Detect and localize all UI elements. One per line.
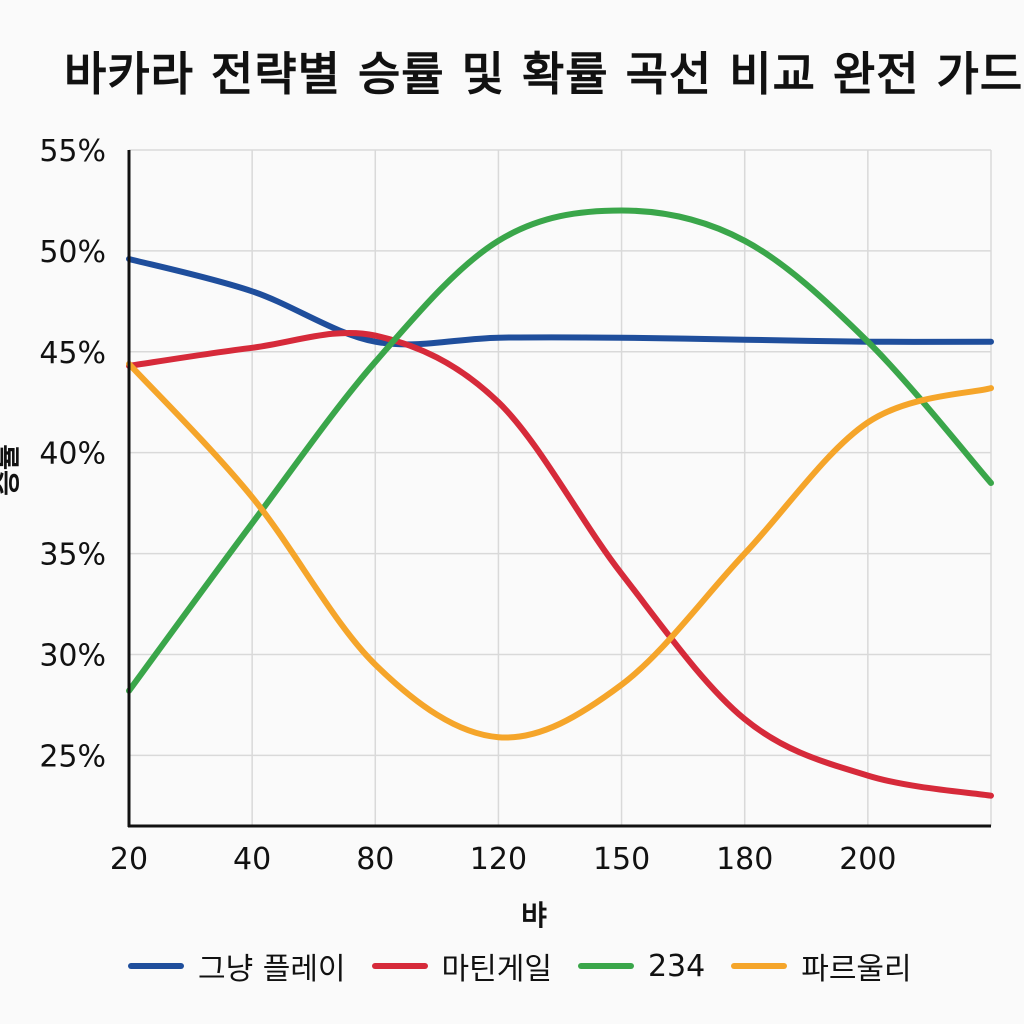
y-tick-label: 40% [39,437,106,472]
legend-label-paroli: 파르울리 [801,952,912,987]
x-tick-label: 80 [356,842,394,877]
legend-swatch-martingale [371,963,428,969]
grid [129,149,992,826]
legend-item-plain-play: 그냥 플레이 [128,944,346,988]
legend-swatch-234 [577,963,634,969]
legend-swatch-paroli [731,963,788,969]
legend-item-martingale: 마틴게일 [371,944,552,988]
y-tick-label: 45% [39,336,106,371]
x-tick-label: 120 [470,842,527,877]
x-tick-label: 200 [839,842,896,877]
series-line-martingale [126,329,994,799]
y-tick-label: 50% [39,235,106,270]
x-axis-label: 뱌 [521,899,547,932]
x-tick-label: 20 [110,842,148,877]
y-tick-label: 25% [39,739,106,774]
legend-item-234: 234 [577,948,706,984]
series-line-plain-play [126,256,994,348]
axes [127,150,991,828]
legend-item-paroli: 파르울리 [731,944,912,988]
x-tick-label: 180 [716,842,773,877]
legend-swatch-plain-play [128,963,184,969]
y-axis-label: 승률 [0,444,23,496]
legend: 그냥 플레이 마틴게일 234 파르울리 [128,944,938,988]
chart-title: 바카라 전략별 승률 및 확률 곡선 비교 완전 가드 [64,47,1024,101]
legend-label-234: 234 [647,948,706,984]
y-tick-label: 55% [39,134,106,169]
x-tick-label: 150 [593,842,650,877]
y-tick-label: 35% [39,538,106,573]
series-lines [126,207,994,799]
y-tick-label: 30% [39,638,106,673]
y-tick-labels: 25% 30% 35% 40% 45% 50% 55% [39,134,106,774]
legend-label-plain-play: 그냥 플레이 [198,952,346,987]
series-line-paroli [126,360,994,741]
x-tick-label: 40 [233,842,271,877]
series-line-234 [126,207,994,694]
x-tick-labels: 20 40 80 120 150 180 200 [110,842,897,877]
legend-label-martingale: 마틴게일 [441,952,552,987]
